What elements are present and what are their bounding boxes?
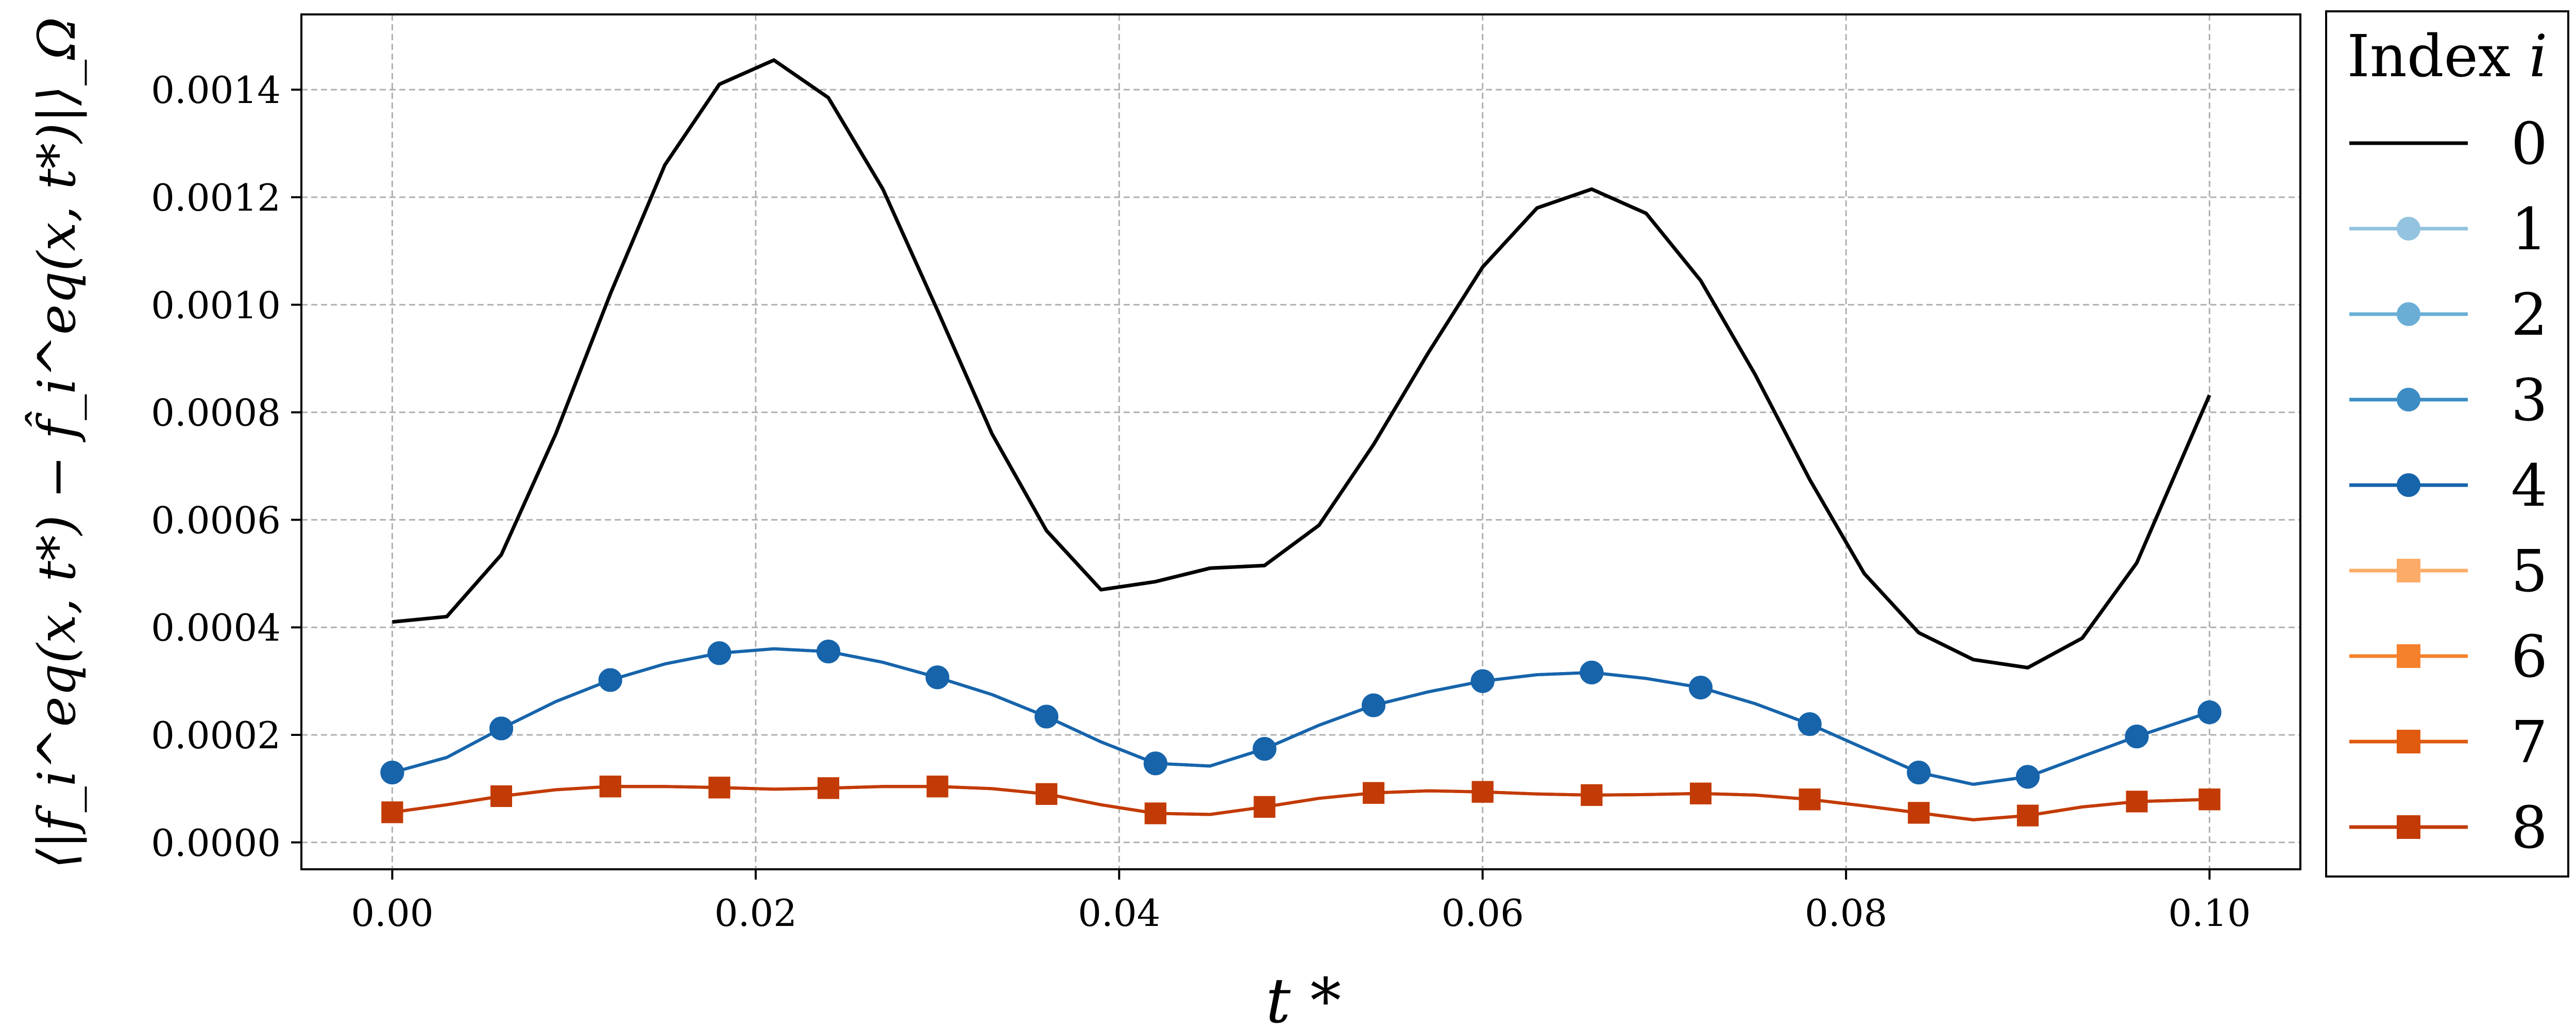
data-point-4 bbox=[1689, 676, 1713, 700]
legend-label: 8 bbox=[2511, 795, 2548, 862]
legend-label: 7 bbox=[2511, 709, 2548, 776]
legend-item-3: 3 bbox=[2349, 367, 2548, 434]
x-tick-label: 0.00 bbox=[351, 891, 433, 935]
legend-label: 2 bbox=[2511, 282, 2548, 349]
legend-swatch-marker bbox=[2397, 730, 2420, 753]
legend-item-4: 4 bbox=[2349, 453, 2548, 520]
data-point-4 bbox=[1470, 669, 1495, 693]
data-point-4 bbox=[1580, 660, 1604, 684]
series-line-2 bbox=[392, 647, 2210, 786]
data-point-8 bbox=[708, 777, 731, 799]
data-point-8 bbox=[1144, 802, 1166, 824]
data-point-4 bbox=[598, 668, 622, 692]
legend-swatch-marker bbox=[2397, 473, 2420, 497]
y-tick-label: 0.0000 bbox=[151, 821, 281, 865]
legend-frame bbox=[2325, 10, 2569, 878]
x-axis-label: t * bbox=[1266, 966, 1341, 1031]
series-1 bbox=[380, 640, 2222, 789]
y-tick-label: 0.0012 bbox=[151, 176, 281, 219]
data-point-4 bbox=[1252, 737, 1277, 761]
data-point-8 bbox=[2198, 788, 2221, 811]
data-point-4 bbox=[1362, 693, 1386, 717]
data-point-4 bbox=[2125, 725, 2149, 749]
grid bbox=[301, 14, 2300, 869]
legend-item-0: 0 bbox=[2349, 111, 2548, 178]
data-point-8 bbox=[1908, 802, 1930, 824]
series-4 bbox=[380, 640, 2222, 789]
legend-swatch-marker bbox=[2397, 559, 2420, 582]
data-point-8 bbox=[490, 785, 512, 807]
data-point-4 bbox=[1907, 761, 1931, 785]
data-point-4 bbox=[1035, 704, 1059, 729]
legend-swatch-marker bbox=[2397, 302, 2420, 326]
data-point-4 bbox=[925, 665, 950, 690]
legend-swatch-marker bbox=[2397, 217, 2420, 240]
x-tick-label: 0.04 bbox=[1078, 891, 1160, 935]
legend-item-6: 6 bbox=[2349, 624, 2548, 691]
x-tick-label: 0.08 bbox=[1805, 891, 1887, 935]
x-tick-label: 0.06 bbox=[1442, 891, 1524, 935]
data-point-8 bbox=[1471, 781, 1494, 803]
y-tick-label: 0.0010 bbox=[151, 284, 281, 327]
x-tick-label: 0.02 bbox=[715, 891, 797, 935]
series-line-3 bbox=[392, 647, 2210, 786]
legend-item-8: 8 bbox=[2349, 795, 2548, 862]
legend-item-5: 5 bbox=[2349, 538, 2548, 605]
data-point-4 bbox=[816, 640, 840, 664]
legend-label: 5 bbox=[2511, 538, 2548, 605]
legend-title: Index i bbox=[2347, 23, 2548, 90]
legend-label: 0 bbox=[2511, 111, 2548, 178]
legend-entries: 0 1 2 3 4 5 6 7 8 bbox=[2349, 111, 2548, 862]
series-line-1 bbox=[392, 647, 2210, 786]
legend-swatch-marker bbox=[2397, 644, 2420, 668]
y-tick-label: 0.0002 bbox=[151, 714, 281, 757]
legend-label: 6 bbox=[2511, 624, 2548, 691]
legend-label: 3 bbox=[2511, 367, 2548, 434]
x-tick-label: 0.10 bbox=[2168, 891, 2250, 935]
data-point-8 bbox=[381, 801, 403, 823]
data-point-8 bbox=[2126, 791, 2148, 813]
legend-item-7: 7 bbox=[2349, 709, 2548, 776]
series-2 bbox=[380, 640, 2222, 789]
axis-ticks: 0.00 0.02 0.04 0.06 0.08 0.10 0.0000 0.0002 0.00… bbox=[151, 68, 2251, 935]
data-point-8 bbox=[1799, 788, 1821, 811]
y-tick-label: 0.0006 bbox=[151, 499, 281, 542]
legend-label: 4 bbox=[2511, 453, 2548, 520]
y-tick-label: 0.0008 bbox=[151, 391, 281, 435]
series-line-8 bbox=[392, 785, 2210, 821]
legend-item-1: 1 bbox=[2349, 196, 2548, 263]
series-0 bbox=[392, 58, 2211, 669]
series-line-4 bbox=[392, 647, 2210, 786]
series-layer bbox=[380, 58, 2222, 827]
series-line-0 bbox=[392, 58, 2211, 669]
data-point-8 bbox=[1036, 783, 1058, 805]
data-point-8 bbox=[817, 777, 839, 799]
legend-item-2: 2 bbox=[2349, 282, 2548, 349]
series-8 bbox=[381, 776, 2221, 827]
data-point-4 bbox=[489, 716, 513, 741]
legend-swatch-marker bbox=[2397, 815, 2420, 839]
plot-frame bbox=[300, 13, 2301, 870]
legend-label: 1 bbox=[2511, 196, 2548, 263]
y-tick-label: 0.0014 bbox=[151, 68, 281, 112]
legend-swatch-marker bbox=[2397, 388, 2420, 411]
data-point-8 bbox=[1581, 784, 1603, 806]
data-point-8 bbox=[1363, 782, 1385, 804]
data-point-4 bbox=[707, 641, 732, 665]
data-point-8 bbox=[926, 776, 948, 798]
data-point-8 bbox=[1690, 782, 1711, 804]
series-3 bbox=[380, 640, 2222, 789]
data-point-8 bbox=[1253, 796, 1276, 818]
data-point-4 bbox=[1143, 751, 1167, 776]
data-point-4 bbox=[2015, 765, 2040, 789]
legend: Index i 0 1 2 3 4 5 6 7 8 bbox=[2325, 10, 2569, 878]
data-point-4 bbox=[1798, 712, 1822, 736]
y-axis-label: ⟨|f_i^eq(x, t*) − f̂_i^eq(x, t*)|⟩_Ω bbox=[25, 17, 87, 869]
data-point-8 bbox=[2016, 804, 2039, 827]
data-point-8 bbox=[599, 776, 621, 798]
data-point-4 bbox=[2197, 700, 2222, 725]
data-point-4 bbox=[380, 761, 404, 785]
y-tick-label: 0.0004 bbox=[151, 606, 281, 649]
